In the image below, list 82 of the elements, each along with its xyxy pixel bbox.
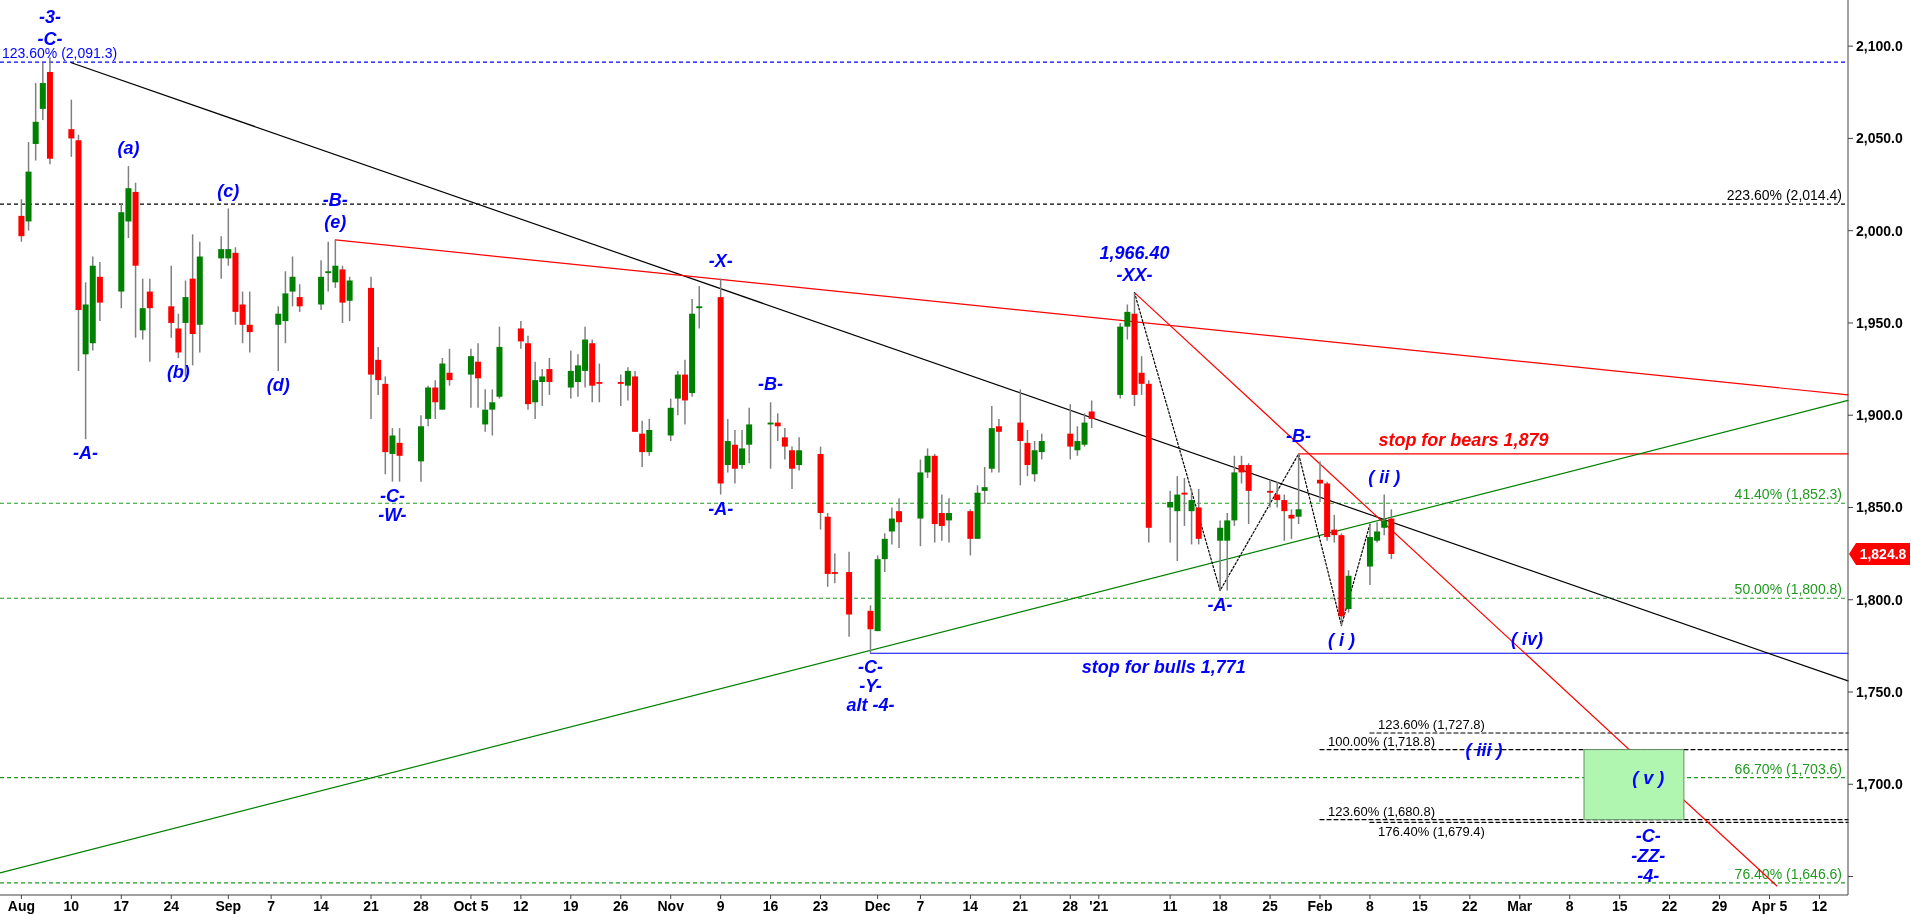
annotation: -C- xyxy=(379,485,405,506)
x-tick-label: 7 xyxy=(267,898,276,914)
ref-line-label: 123.60% (2,091.3) xyxy=(2,45,118,62)
x-tick-label: 10 xyxy=(63,898,80,914)
y-tick-label: 1,850.0 xyxy=(1856,499,1903,516)
annotation: -B- xyxy=(758,374,784,395)
series-label: 123.60% (1,680.8) xyxy=(1328,803,1435,819)
annotation: -4- xyxy=(1637,865,1660,886)
x-tick-label: 22 xyxy=(1462,898,1478,914)
annotation: ( ii ) xyxy=(1368,466,1401,487)
annotation: alt -4- xyxy=(846,695,895,716)
x-tick-label: 21 xyxy=(1012,898,1029,914)
annotation: -X- xyxy=(708,250,733,271)
annotation: (c) xyxy=(217,180,240,201)
y-tick-label: 2,100.0 xyxy=(1856,38,1903,55)
x-tick-label: 14 xyxy=(962,898,979,914)
y-tick-label: 2,050.0 xyxy=(1856,130,1903,147)
annotation: ( v ) xyxy=(1632,767,1665,788)
x-tick-label: 17 xyxy=(113,898,130,914)
x-tick-label: Dec xyxy=(864,898,891,914)
x-tick-label: Nov xyxy=(657,898,685,914)
y-tick-label: 1,900.0 xyxy=(1856,407,1903,424)
x-tick-label: 7 xyxy=(916,898,925,914)
x-tick-label: '21 xyxy=(1089,898,1109,914)
x-tick-label: Apr 5 xyxy=(1751,898,1788,914)
annotation: -W- xyxy=(378,504,407,525)
y-tick-label: 1,950.0 xyxy=(1856,314,1903,331)
text: 1,824.8 xyxy=(1859,545,1907,562)
x-tick-label: 9 xyxy=(716,898,725,914)
annotation: -Y- xyxy=(859,676,882,697)
x-tick-label: 22 xyxy=(1661,898,1678,914)
x-tick-label: 15 xyxy=(1611,898,1628,914)
x-tick-label: 18 xyxy=(1212,898,1229,914)
series-label: stop for bears 1,879 xyxy=(1378,429,1549,450)
x-tick-label: Mar xyxy=(1507,898,1533,914)
annotation: (a) xyxy=(117,138,140,159)
x-tick-label: Oct 5 xyxy=(453,898,489,914)
annotation: -ZZ- xyxy=(1631,845,1666,866)
x-tick-label: 28 xyxy=(1062,898,1079,914)
annotation: -XX- xyxy=(1116,264,1153,285)
x-tick-label: Feb xyxy=(1307,898,1333,914)
series-label: 123.60% (1,727.8) xyxy=(1377,716,1485,732)
x-tick-label: 12 xyxy=(513,898,529,914)
y-tick-label: 1,750.0 xyxy=(1856,684,1903,701)
y-tick-label: 1,800.0 xyxy=(1856,591,1903,608)
annotation: (b) xyxy=(166,362,190,382)
x-tick-label: 25 xyxy=(1262,898,1279,914)
x-tick-label: 28 xyxy=(413,898,429,914)
x-tick-label: 21 xyxy=(363,898,380,914)
x-tick-label: 12 xyxy=(1811,898,1828,914)
x-tick-label: 19 xyxy=(563,898,579,914)
y-tick-label: 2,000.0 xyxy=(1856,222,1903,239)
series-label: 176.40% (1,679.4) xyxy=(1377,824,1485,840)
x-tick-label: Sep xyxy=(215,898,242,914)
annotation: -A- xyxy=(73,443,99,464)
annotation: (d) xyxy=(266,374,290,395)
x-tick-label: 14 xyxy=(313,898,330,914)
annotation: -A- xyxy=(1207,594,1233,615)
x-tick-label: 26 xyxy=(612,898,629,914)
ref-line-label: 66.70% (1,703.6) xyxy=(1734,760,1842,777)
annotation: -C- xyxy=(857,657,883,678)
x-tick-label: 23 xyxy=(812,898,829,914)
ref-line-label: 41.40% (1,852.3) xyxy=(1734,486,1842,503)
annotation: ( i ) xyxy=(1327,629,1355,650)
x-tick-label: 8 xyxy=(1366,898,1375,914)
ref-line-label: 223.60% (2,014.4) xyxy=(1726,187,1842,204)
x-tick-label: 8 xyxy=(1565,898,1574,914)
annotation: -3- xyxy=(38,7,61,28)
x-tick-label: 24 xyxy=(163,898,180,914)
series-label: 100.00% (1,718.8) xyxy=(1328,733,1435,749)
annotation: (e) xyxy=(324,211,347,232)
series-label: stop for bulls 1,771 xyxy=(1081,657,1246,678)
x-tick-label: Aug xyxy=(7,898,36,914)
x-tick-label: 16 xyxy=(762,898,779,914)
ref-line-label: 50.00% (1,800.8) xyxy=(1734,581,1842,598)
x-tick-label: 15 xyxy=(1412,898,1428,914)
x-tick-label: 11 xyxy=(1162,898,1178,914)
annotation: -C- xyxy=(1635,825,1661,846)
annotation: -A- xyxy=(708,498,734,519)
annotation: 1,966.40 xyxy=(1099,242,1170,263)
x-tick-label: 29 xyxy=(1711,898,1728,914)
y-tick-label: 1,700.0 xyxy=(1856,776,1903,793)
